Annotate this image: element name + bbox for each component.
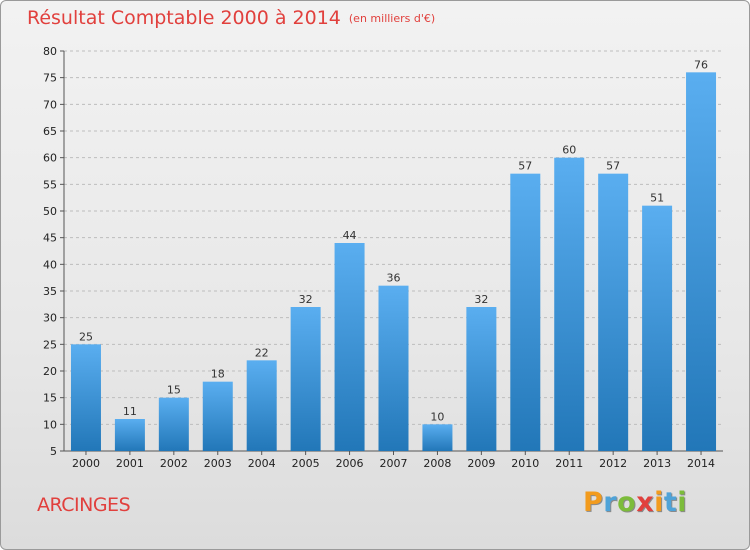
brand-letter: x (636, 487, 655, 518)
bars (70, 72, 717, 451)
y-tick-label: 55 (43, 178, 57, 191)
bar-2006 (334, 243, 365, 451)
data-label-2006: 44 (343, 229, 357, 242)
x-tick-label-2003: 2003 (204, 457, 232, 470)
x-tick-label-2014: 2014 (687, 457, 715, 470)
brand-logo: Proxiti (583, 487, 687, 518)
x-tick-label-2007: 2007 (380, 457, 408, 470)
brand-letter: i (677, 487, 688, 518)
y-tick-label: 40 (43, 258, 57, 271)
brand-letter: P (583, 487, 604, 518)
brand-letter: t (663, 487, 678, 518)
bar-2012 (598, 173, 629, 451)
place-name: ARCINGES (37, 494, 131, 516)
bar-2000 (70, 344, 101, 451)
data-label-2014: 76 (694, 58, 708, 71)
title-text: Résultat Comptable 2000 à 2014 (27, 7, 341, 29)
y-tick-label: 60 (43, 152, 57, 165)
data-label-2010: 57 (518, 160, 532, 173)
bar-2002 (158, 397, 189, 451)
y-tick-label: 45 (43, 232, 57, 245)
data-label-2012: 57 (606, 160, 620, 173)
bar-2009 (466, 307, 497, 451)
x-tick-label-2011: 2011 (555, 457, 583, 470)
bar-2011 (554, 157, 585, 451)
y-tick-label: 65 (43, 125, 57, 138)
y-tick-label: 30 (43, 312, 57, 325)
chart-title: Résultat Comptable 2000 à 2014 (en millie… (27, 7, 435, 29)
bar-2005 (290, 307, 321, 451)
x-tick-label-2008: 2008 (423, 457, 451, 470)
data-label-2008: 10 (430, 410, 444, 423)
chart-subtitle: (en milliers d'€) (348, 12, 436, 25)
y-tick-label: 15 (43, 392, 57, 405)
data-label-2001: 11 (123, 405, 137, 418)
bar-2014 (686, 72, 717, 451)
x-tick-label-2000: 2000 (72, 457, 100, 470)
labels: 5 10 15 20 25 30 35 40 45 50 55 60 65 70 75 80 25 2000 11 2… (43, 45, 715, 470)
y-tick-label: 25 (43, 338, 57, 351)
y-tick-label: 10 (43, 418, 57, 431)
brand-letter: i (654, 487, 664, 518)
x-tick-label-2002: 2002 (160, 457, 188, 470)
y-tick-label: 5 (50, 445, 57, 458)
bar-2008 (422, 424, 453, 451)
bar-2013 (642, 205, 673, 451)
data-label-2007: 36 (387, 272, 401, 285)
x-tick-label-2013: 2013 (643, 457, 671, 470)
brand-letter: r (603, 487, 618, 518)
y-tick-label: 50 (43, 205, 57, 218)
data-label-2011: 60 (562, 144, 576, 157)
x-tick-label-2012: 2012 (599, 457, 627, 470)
x-tick-label-2004: 2004 (248, 457, 276, 470)
x-tick-label-2010: 2010 (511, 457, 539, 470)
data-label-2002: 15 (167, 384, 181, 397)
data-label-2009: 32 (474, 293, 488, 306)
data-label-2005: 32 (299, 293, 313, 306)
bar-2003 (202, 381, 233, 451)
y-tick-label: 70 (43, 98, 57, 111)
bar-2004 (246, 360, 277, 451)
bar-2007 (378, 285, 409, 451)
data-label-2000: 25 (79, 330, 93, 343)
bar-2010 (510, 173, 541, 451)
y-tick-label: 20 (43, 365, 57, 378)
x-tick-label-2009: 2009 (467, 457, 495, 470)
x-tick-label-2005: 2005 (292, 457, 320, 470)
brand-letter: o (617, 487, 637, 518)
data-label-2013: 51 (650, 192, 664, 205)
y-tick-label: 80 (43, 45, 57, 58)
data-label-2004: 22 (255, 346, 269, 359)
data-label-2003: 18 (211, 368, 225, 381)
x-tick-label-2006: 2006 (336, 457, 364, 470)
y-tick-label: 35 (43, 285, 57, 298)
y-tick-label: 75 (43, 72, 57, 85)
bar-2001 (114, 419, 145, 451)
x-tick-label-2001: 2001 (116, 457, 144, 470)
